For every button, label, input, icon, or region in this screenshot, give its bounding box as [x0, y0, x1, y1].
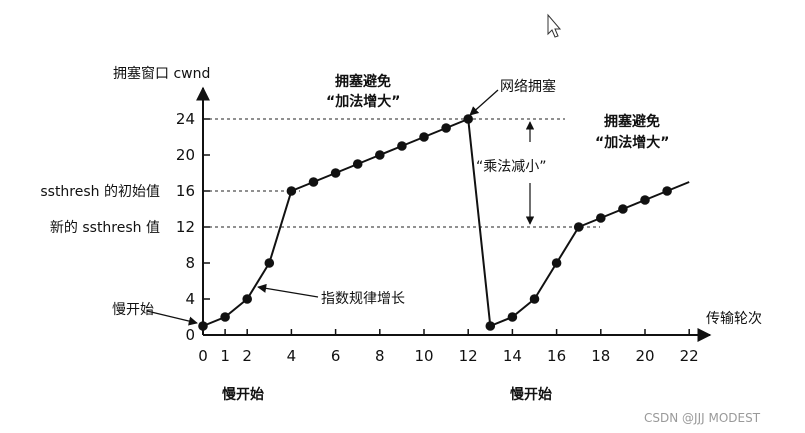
- x-tick-label: 18: [591, 347, 610, 365]
- x-tick-label: 8: [375, 347, 385, 365]
- data-point: [242, 294, 252, 304]
- data-point: [308, 177, 319, 187]
- x-tick-label: 22: [680, 347, 699, 365]
- axes: [196, 86, 712, 342]
- slow-start-bottom-1: 慢开始: [222, 386, 264, 403]
- data-point: [573, 222, 584, 232]
- congestion-arrow: [469, 89, 499, 116]
- data-point: [375, 150, 385, 160]
- y-tick-label: 24: [176, 110, 195, 128]
- x-tick-label: 0: [198, 347, 208, 365]
- y-ticks: 0 4 8 12 16 20 24: [176, 110, 210, 344]
- ca-right-line2: “加法增大”: [595, 134, 669, 151]
- x-tick-label: 6: [331, 347, 341, 365]
- data-point: [419, 132, 429, 142]
- data-point: [618, 204, 628, 214]
- x-tick-label: 14: [503, 347, 522, 365]
- slow-start-arrow: [146, 310, 198, 326]
- exponential-arrow: [257, 283, 319, 298]
- data-point: [264, 258, 275, 268]
- slow-start-bottom-2: 慢开始: [510, 386, 552, 403]
- congestion-label: 网络拥塞: [500, 78, 556, 95]
- x-ticks: 0 1 2 4 6 8 10 12 14 16 18 20 22: [198, 329, 699, 365]
- ca-top-line2: “加法增大”: [326, 93, 400, 110]
- plot-area: [198, 114, 690, 331]
- ca-right-line1: 拥塞避免: [604, 113, 660, 130]
- slow-start-left-label: 慢开始: [112, 301, 154, 318]
- data-point: [551, 258, 562, 268]
- x-tick-label: 20: [635, 347, 654, 365]
- data-point: [330, 168, 341, 178]
- x-axis-title: 传输轮次: [706, 311, 762, 327]
- y-tick-label: 8: [185, 254, 195, 272]
- data-point: [507, 312, 518, 322]
- data-point: [640, 195, 650, 205]
- data-point: [596, 213, 606, 223]
- x-tick-label: 12: [459, 347, 478, 365]
- ca-top-line1: 拥塞避免: [335, 73, 391, 90]
- data-point: [286, 186, 297, 196]
- mouse-cursor-icon: [547, 13, 562, 38]
- data-point: [529, 294, 540, 304]
- x-tick-label: 2: [242, 347, 252, 365]
- data-point: [220, 312, 230, 322]
- y-axis-title: 拥塞窗口 cwnd: [113, 65, 210, 82]
- ref-line-label: 新的 ssthresh 值: [50, 220, 160, 236]
- data-point: [198, 321, 208, 331]
- watermark: CSDN @JJJ MODEST: [644, 411, 761, 425]
- exponential-label: 指数规律增长: [321, 291, 405, 307]
- y-tick-label: 4: [185, 290, 195, 308]
- data-point: [352, 159, 363, 169]
- y-tick-label: 0: [185, 326, 195, 344]
- data-point: [485, 321, 496, 331]
- data-point: [463, 114, 474, 124]
- data-point: [397, 141, 407, 151]
- data-point: [662, 186, 672, 196]
- multiplicative-decrease-label: “乘法减小”: [476, 159, 547, 175]
- ref-line-label: ssthresh 的初始值: [40, 183, 160, 200]
- x-tick-label: 1: [220, 347, 230, 365]
- x-tick-label: 16: [547, 347, 566, 365]
- x-tick-label: 10: [414, 347, 433, 365]
- series-line: [202, 117, 668, 328]
- y-tick-label: 16: [176, 182, 195, 200]
- x-tick-label: 4: [287, 347, 297, 365]
- y-tick-label: 12: [176, 218, 195, 236]
- y-tick-label: 20: [176, 146, 195, 164]
- data-point: [441, 123, 451, 133]
